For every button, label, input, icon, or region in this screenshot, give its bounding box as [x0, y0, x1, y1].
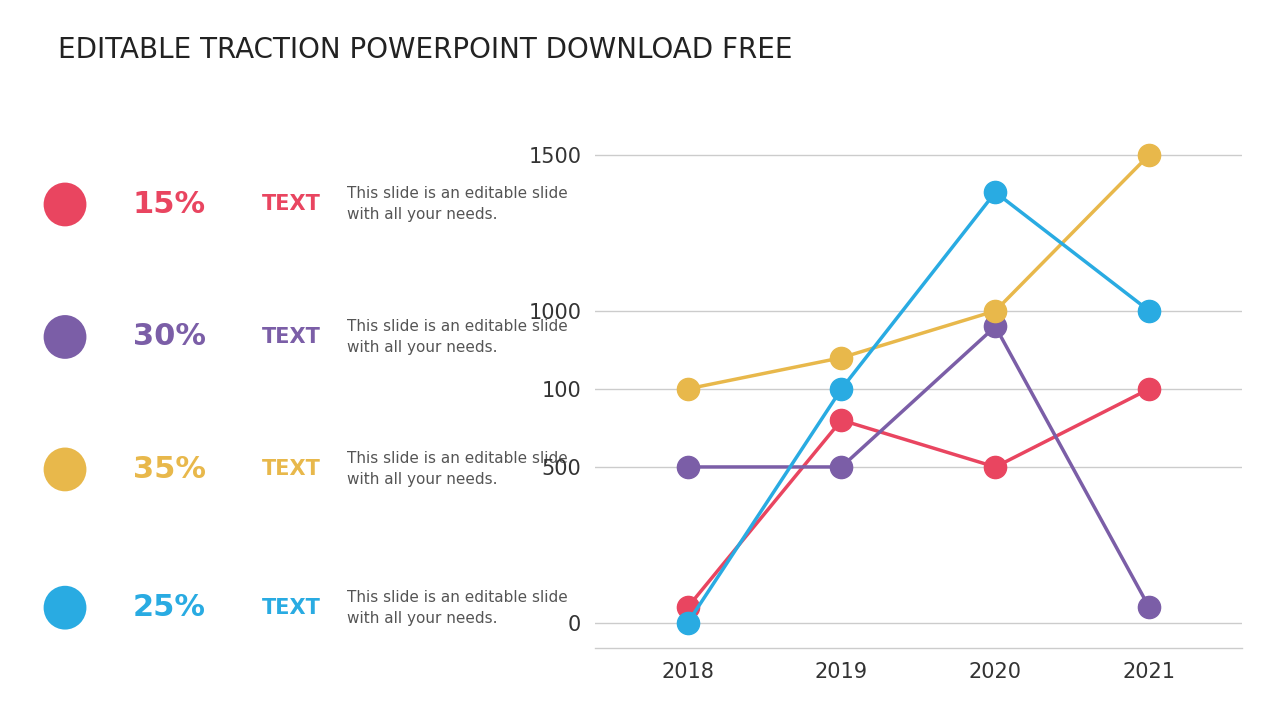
Text: 25%: 25%: [133, 593, 206, 622]
Text: EDITABLE TRACTION POWERPOINT DOWNLOAD FREE: EDITABLE TRACTION POWERPOINT DOWNLOAD FR…: [58, 36, 792, 64]
Text: TEXT: TEXT: [262, 327, 321, 347]
Text: TEXT: TEXT: [262, 194, 321, 215]
Text: This slide is an editable slide
with all your needs.: This slide is an editable slide with all…: [347, 186, 567, 222]
Text: This slide is an editable slide
with all your needs.: This slide is an editable slide with all…: [347, 451, 567, 487]
Circle shape: [44, 448, 87, 491]
Text: TEXT: TEXT: [262, 459, 321, 480]
Text: 15%: 15%: [133, 190, 206, 219]
Circle shape: [44, 315, 87, 359]
Text: 35%: 35%: [133, 455, 206, 484]
Text: This slide is an editable slide
with all your needs.: This slide is an editable slide with all…: [347, 319, 567, 355]
Circle shape: [44, 586, 87, 629]
Text: 30%: 30%: [133, 323, 206, 351]
Text: TEXT: TEXT: [262, 598, 321, 618]
Text: This slide is an editable slide
with all your needs.: This slide is an editable slide with all…: [347, 590, 567, 626]
Circle shape: [44, 183, 87, 226]
